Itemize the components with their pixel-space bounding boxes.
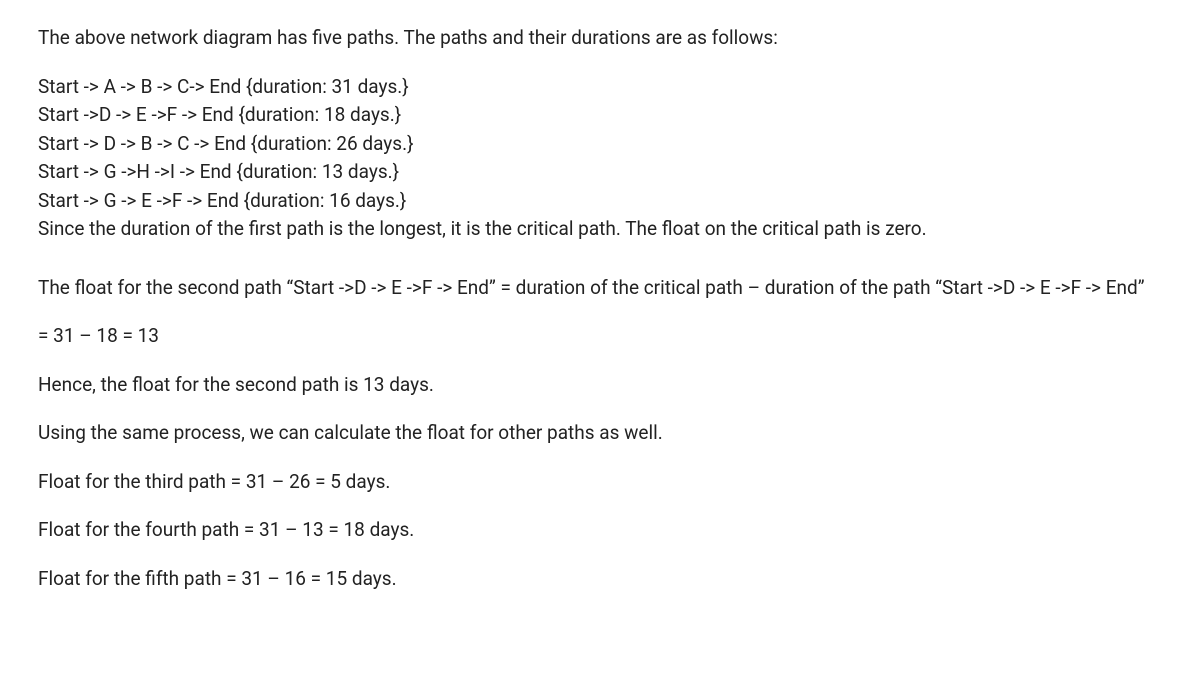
- float-third: Float for the third path = 31 – 26 = 5 d…: [38, 468, 1162, 497]
- float-second-result: Hence, the float for the second path is …: [38, 371, 1162, 400]
- process-note: Using the same process, we can calculate…: [38, 419, 1162, 448]
- path-item-2: Start ->D -> E ->F -> End {duration: 18 …: [38, 101, 1162, 130]
- path-item-4: Start -> G ->H ->I -> End {duration: 13 …: [38, 158, 1162, 187]
- path-item-5: Start -> G -> E ->F -> End {duration: 16…: [38, 187, 1162, 216]
- float-second-intro: The float for the second path “Start ->D…: [38, 274, 1162, 303]
- path-item-1: Start -> A -> B -> C-> End {duration: 31…: [38, 73, 1162, 102]
- float-second-calculation: = 31 – 18 = 13: [38, 322, 1162, 351]
- path-item-3: Start -> D -> B -> C -> End {duration: 2…: [38, 130, 1162, 159]
- critical-path-note: Since the duration of the first path is …: [38, 215, 1162, 244]
- intro-paragraph: The above network diagram has five paths…: [38, 24, 1162, 53]
- paths-list: Start -> A -> B -> C-> End {duration: 31…: [38, 73, 1162, 244]
- float-fifth: Float for the fifth path = 31 – 16 = 15 …: [38, 565, 1162, 594]
- float-fourth: Float for the fourth path = 31 – 13 = 18…: [38, 516, 1162, 545]
